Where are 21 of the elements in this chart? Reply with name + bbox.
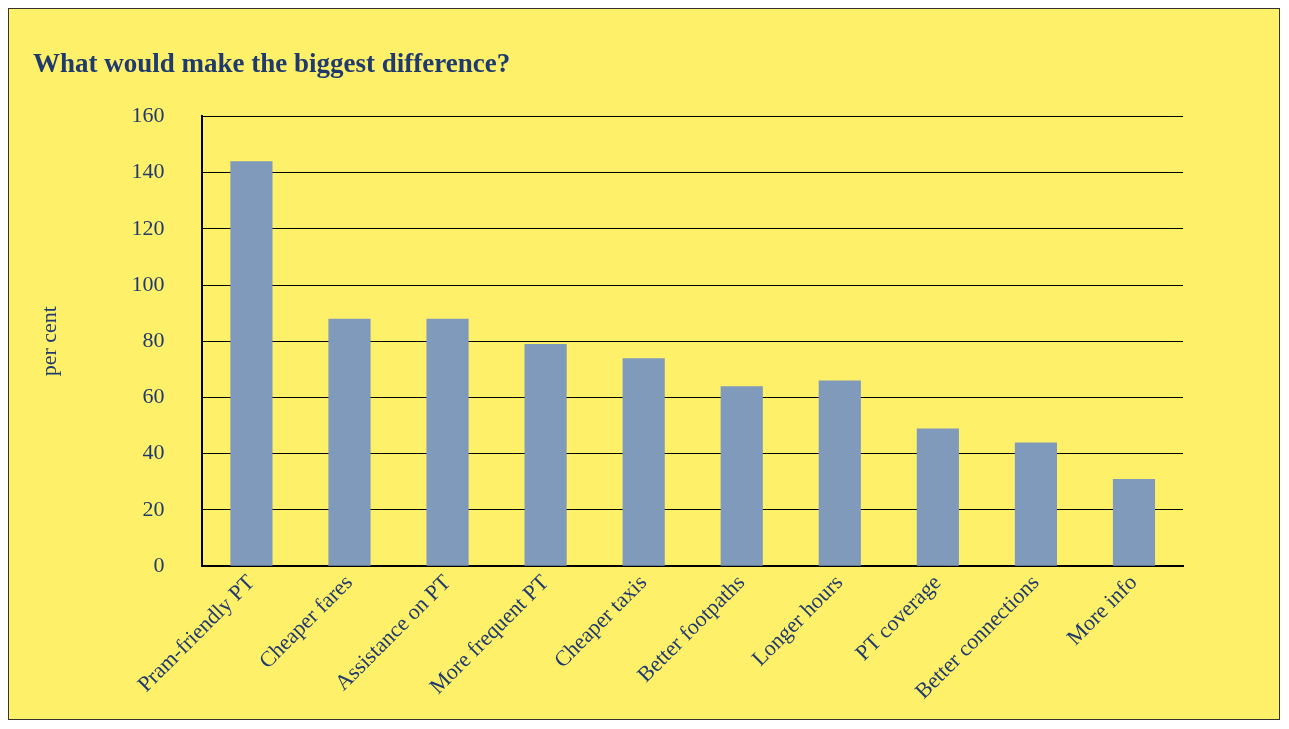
y-tick-label: 120	[131, 214, 165, 240]
y-tick-label: 0	[153, 551, 165, 577]
bar	[524, 344, 567, 566]
bar	[230, 161, 273, 566]
y-tick-label: 40	[142, 439, 165, 465]
bar	[328, 318, 371, 566]
chart-title: What would make the biggest difference?	[33, 48, 511, 79]
y-tick-label: 80	[142, 327, 165, 353]
bar	[720, 386, 763, 566]
bar	[622, 358, 665, 566]
bar	[426, 318, 469, 566]
y-tick-label: 140	[131, 158, 165, 184]
bar	[1112, 479, 1156, 566]
bar	[916, 428, 959, 566]
y-tick-label: 60	[142, 383, 165, 409]
bar	[818, 380, 861, 566]
bar	[1014, 442, 1057, 566]
y-tick-label: 100	[131, 270, 165, 296]
y-axis-title: per cent	[35, 306, 61, 377]
y-tick-label: 160	[131, 102, 165, 128]
y-tick-label: 20	[142, 495, 165, 521]
